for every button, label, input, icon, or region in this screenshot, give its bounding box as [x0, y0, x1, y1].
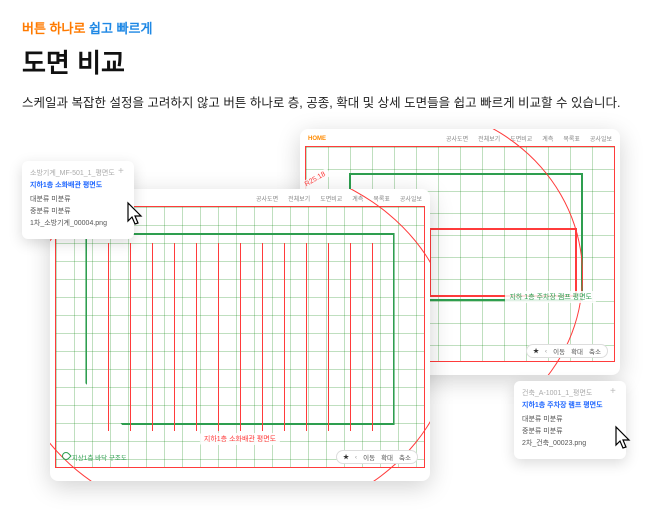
- screenshot-stage: HOME 공사도면 전체보기 도면비교 계측 목록표 공사일보 지하 1층 주차…: [22, 129, 636, 529]
- move-button[interactable]: 이동: [553, 346, 565, 356]
- tab-item[interactable]: 공사일보: [400, 194, 422, 203]
- card-row: 1차_소방기계_00004.png: [30, 218, 126, 228]
- card-path: 건축_A-1001_1_평면도: [522, 388, 618, 398]
- zoom-in-button[interactable]: 확대: [571, 346, 583, 356]
- add-button[interactable]: +: [610, 387, 620, 397]
- card-row: 중분류 미분류: [522, 426, 618, 436]
- zoom-out-button[interactable]: 축소: [589, 346, 601, 356]
- tab-item[interactable]: 목록표: [373, 194, 390, 203]
- card-row: 대분류 미분류: [30, 194, 126, 204]
- card-path: 소방기계_MF-501_1_평면도: [30, 168, 126, 178]
- star-button[interactable]: ★: [343, 453, 349, 461]
- tab-item[interactable]: 계측: [542, 134, 553, 143]
- move-button[interactable]: 이동: [363, 452, 375, 462]
- zoom-out-button[interactable]: 축소: [399, 452, 411, 462]
- star-button[interactable]: ★: [533, 347, 539, 355]
- add-button[interactable]: +: [118, 167, 128, 177]
- canvas-controls: ★ ‹ 이동 확대 축소: [336, 450, 418, 464]
- caption-green: 지하 1층 주차장 램프 평면도: [505, 291, 596, 303]
- page-subtitle: 스케일과 복잡한 설정을 고려하지 않고 버튼 하나로 층, 공종, 확대 및 …: [22, 92, 636, 111]
- tagline: 버튼 하나로 쉽고 빠르게: [22, 18, 636, 37]
- tab-item[interactable]: 목록표: [563, 134, 580, 143]
- caption-red: 지하1층 소화배관 평면도: [200, 433, 280, 445]
- canvas-controls: ★ ‹ 이동 확대 축소: [526, 344, 608, 358]
- card-row: 중분류 미분류: [30, 206, 126, 216]
- footer-label: 지상1층 바닥 구조도: [72, 455, 127, 462]
- card-title-link[interactable]: 지하1층 주차장 램프 평면도: [522, 400, 618, 410]
- tagline-part1: 버튼 하나로: [22, 21, 85, 36]
- zoom-in-button[interactable]: 확대: [381, 452, 393, 462]
- tab-item[interactable]: 공사일보: [590, 134, 612, 143]
- canvas-footer: 지상1층 바닥 구조도 ★ ‹ 이동 확대 축소: [62, 450, 418, 464]
- cursor-icon: [610, 425, 634, 453]
- card-row: 대분류 미분류: [522, 414, 618, 424]
- tagline-part2: 쉽고 빠르게: [89, 21, 152, 36]
- info-card-left: 소방기계_MF-501_1_평면도 지하1층 소화배관 평면도 대분류 미분류 …: [22, 161, 134, 239]
- page-title: 도면 비교: [22, 43, 636, 80]
- prev-button[interactable]: ‹: [355, 454, 357, 461]
- cursor-icon: [122, 201, 146, 229]
- prev-button[interactable]: ‹: [545, 348, 547, 355]
- leaf-icon: [60, 450, 71, 461]
- card-row: 2차_건축_00023.png: [522, 438, 618, 448]
- drawing-canvas-front[interactable]: 지하1층 소화배관 평면도 지상1층 바닥 구조도 ★ ‹ 이동 확대 축소: [55, 206, 425, 468]
- card-title-link[interactable]: 지하1층 소화배관 평면도: [30, 180, 126, 190]
